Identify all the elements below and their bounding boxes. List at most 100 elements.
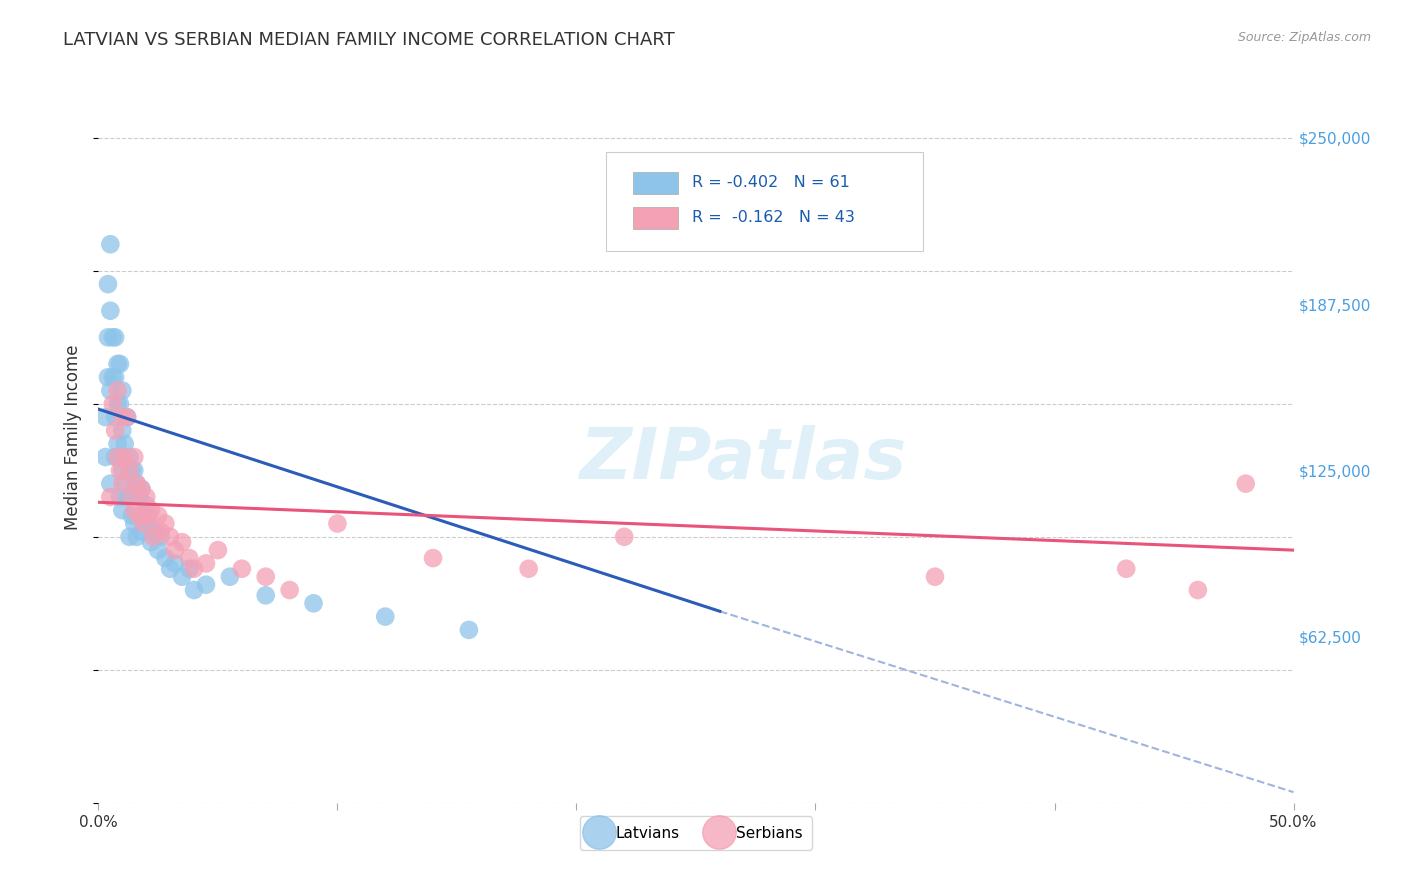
Point	[108, 357, 131, 371]
Text: ZIPatlas: ZIPatlas	[581, 425, 907, 493]
Point	[302, 596, 325, 610]
Point	[128, 490, 150, 504]
Point	[104, 450, 127, 464]
Point	[108, 397, 131, 411]
Point	[278, 582, 301, 597]
Point	[139, 535, 162, 549]
Point	[108, 490, 131, 504]
Point	[111, 424, 134, 438]
Point	[1234, 476, 1257, 491]
Point	[111, 476, 134, 491]
Point	[108, 450, 131, 464]
Point	[114, 476, 136, 491]
Legend: Latvians, Serbians: Latvians, Serbians	[581, 815, 811, 850]
Point	[924, 570, 946, 584]
Point	[121, 508, 143, 523]
Point	[149, 524, 172, 539]
Point	[104, 410, 127, 425]
Point	[118, 530, 141, 544]
Point	[422, 551, 444, 566]
Point	[111, 384, 134, 398]
Point	[195, 557, 218, 571]
Point	[517, 562, 540, 576]
Point	[111, 410, 134, 425]
Point	[149, 530, 172, 544]
Point	[124, 503, 146, 517]
FancyBboxPatch shape	[606, 152, 922, 251]
Point	[114, 436, 136, 450]
Point	[108, 463, 131, 477]
Point	[118, 490, 141, 504]
Point	[115, 490, 138, 504]
Point	[183, 562, 205, 576]
Point	[124, 463, 146, 477]
Point	[104, 330, 127, 344]
Point	[104, 370, 127, 384]
Point	[98, 384, 122, 398]
Point	[155, 551, 177, 566]
Point	[104, 424, 127, 438]
Text: LATVIAN VS SERBIAN MEDIAN FAMILY INCOME CORRELATION CHART: LATVIAN VS SERBIAN MEDIAN FAMILY INCOME …	[63, 31, 675, 49]
Point	[172, 535, 194, 549]
Point	[98, 237, 122, 252]
Point	[1115, 562, 1137, 576]
Point	[131, 482, 153, 496]
Point	[97, 370, 120, 384]
Point	[326, 516, 349, 531]
Point	[121, 490, 143, 504]
Point	[115, 410, 138, 425]
Point	[125, 476, 148, 491]
Text: R =  -0.162   N = 43: R = -0.162 N = 43	[692, 211, 855, 226]
FancyBboxPatch shape	[633, 207, 678, 228]
Point	[1187, 582, 1209, 597]
Point	[107, 436, 129, 450]
Point	[195, 577, 218, 591]
Point	[101, 330, 124, 344]
Point	[159, 562, 181, 576]
Point	[179, 562, 201, 576]
Point	[254, 570, 277, 584]
Point	[374, 609, 396, 624]
FancyBboxPatch shape	[633, 172, 678, 194]
Point	[107, 397, 129, 411]
Point	[115, 410, 138, 425]
Point	[135, 490, 157, 504]
Point	[114, 450, 136, 464]
Point	[142, 530, 165, 544]
Point	[219, 570, 242, 584]
Point	[94, 450, 117, 464]
Point	[101, 397, 124, 411]
Point	[183, 582, 205, 597]
Point	[155, 516, 177, 531]
Point	[254, 588, 277, 602]
Y-axis label: Median Family Income: Median Family Income	[65, 344, 83, 530]
Point	[139, 503, 162, 517]
Point	[111, 503, 134, 517]
Point	[94, 410, 117, 425]
Point	[107, 384, 129, 398]
Point	[135, 498, 157, 512]
Point	[121, 463, 143, 477]
Point	[98, 303, 122, 318]
Point	[172, 570, 194, 584]
Point	[613, 530, 636, 544]
Point	[179, 551, 201, 566]
Point	[159, 530, 181, 544]
Point	[231, 562, 253, 576]
Point	[97, 277, 120, 292]
Point	[138, 508, 160, 523]
Point	[142, 524, 165, 539]
Point	[118, 450, 141, 464]
Point	[131, 524, 153, 539]
Point	[125, 530, 148, 544]
Point	[97, 330, 120, 344]
Point	[124, 516, 146, 531]
Point	[163, 543, 186, 558]
Point	[128, 508, 150, 523]
Point	[132, 508, 155, 523]
Text: R = -0.402   N = 61: R = -0.402 N = 61	[692, 175, 851, 190]
Point	[148, 543, 170, 558]
Point	[163, 557, 186, 571]
Point	[98, 476, 122, 491]
Point	[458, 623, 481, 637]
